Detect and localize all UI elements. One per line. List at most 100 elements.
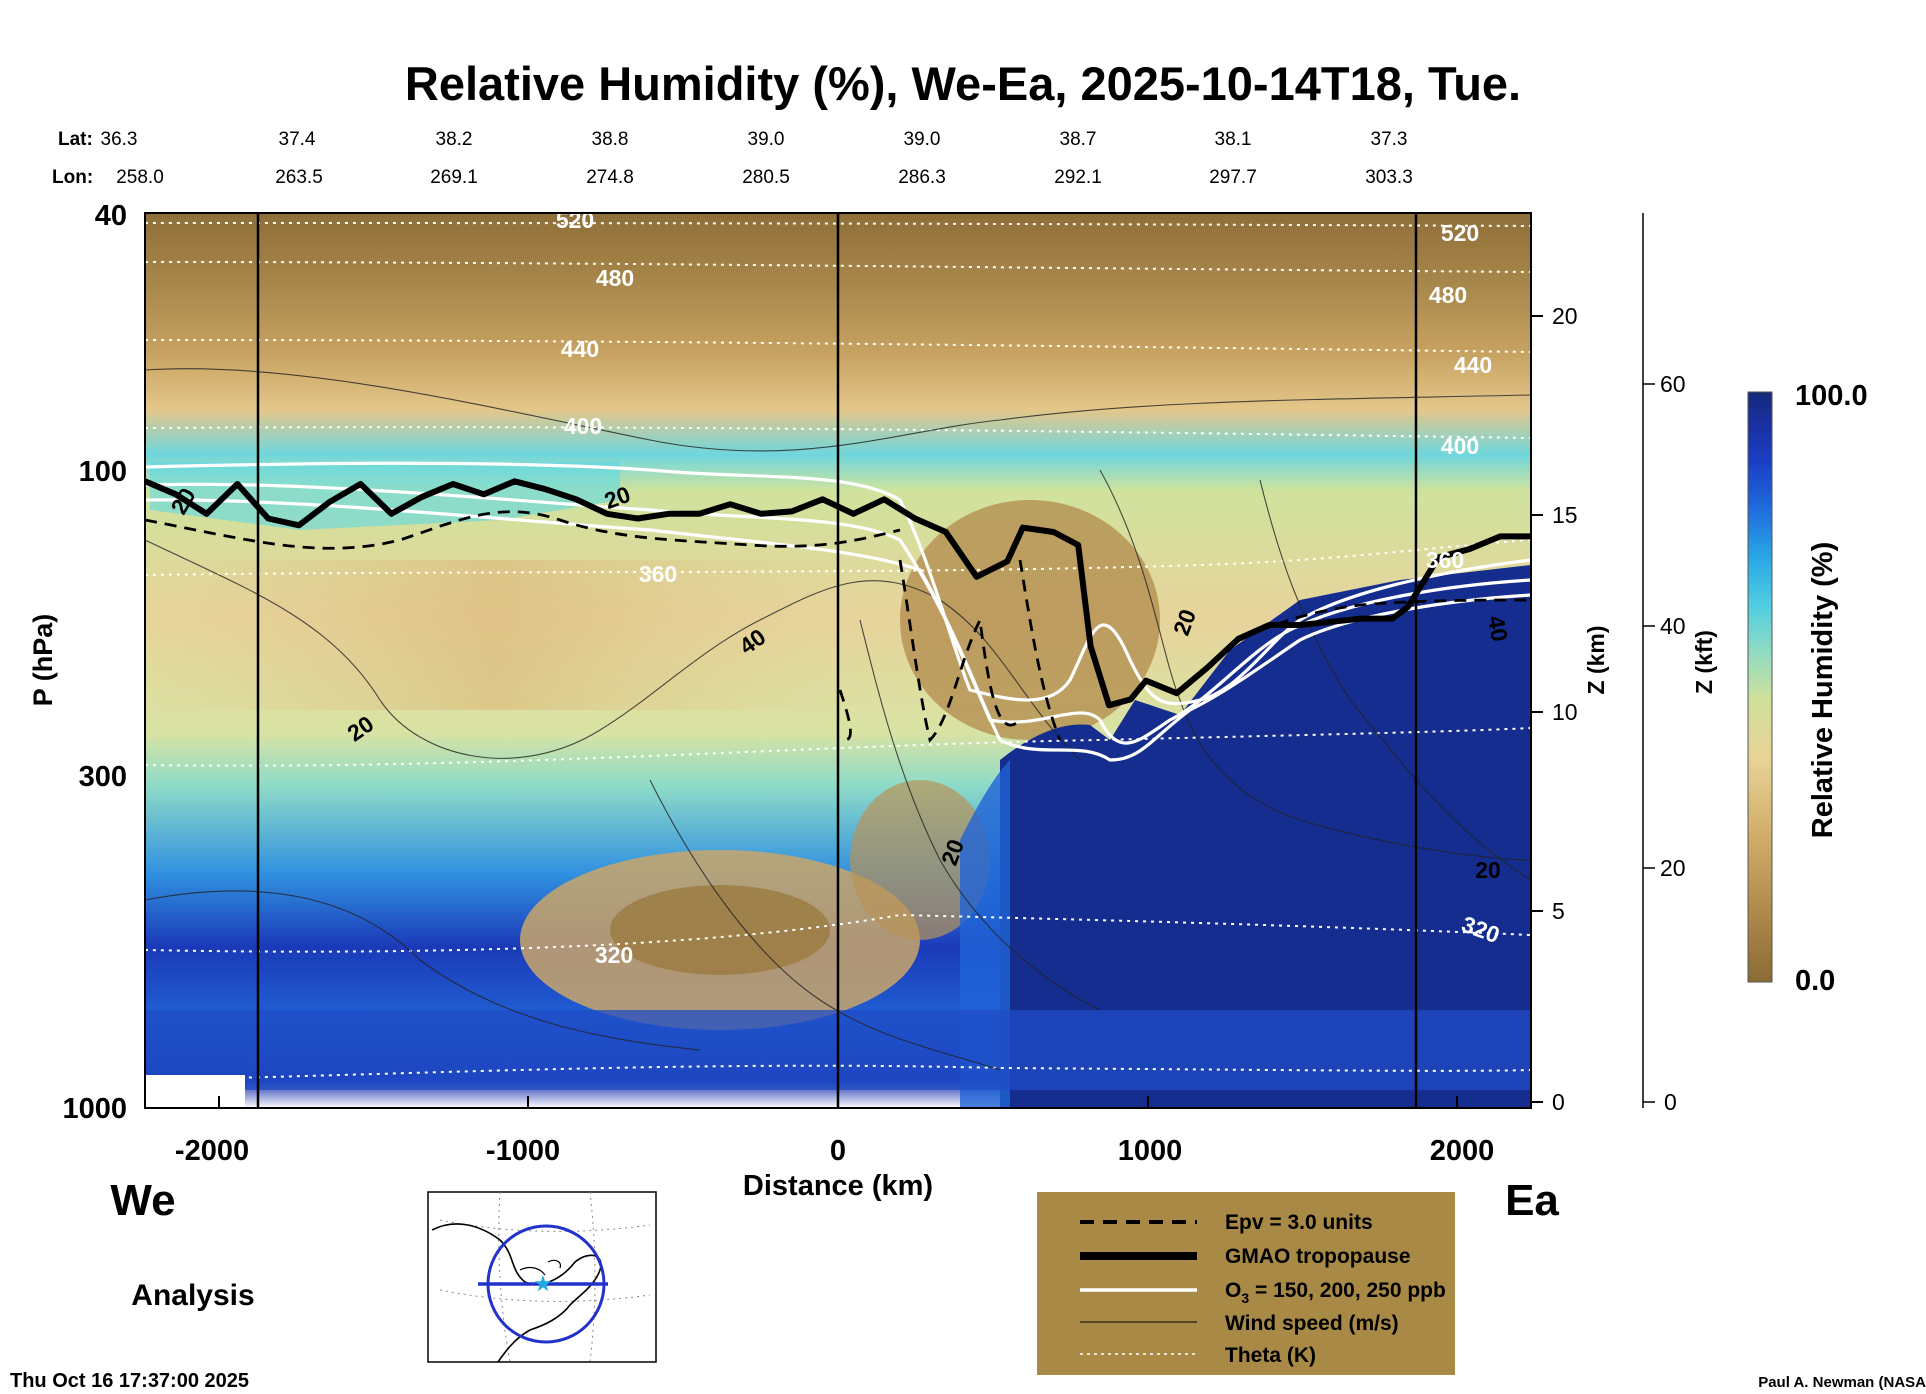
map-graticule [498, 1191, 511, 1363]
epv-line [1018, 559, 1062, 741]
ozone-suffix: = 150, 200, 250 ppb [1249, 1279, 1446, 1302]
lat-value: 39.0 [904, 129, 941, 150]
z-kft-axis: 0 20 40 60 Z (kft) [1642, 213, 1717, 1115]
lat-value: 38.7 [1060, 129, 1097, 150]
theta-label: 480 [1429, 282, 1467, 308]
great-lakes-outline [519, 1259, 561, 1276]
legend-label-wind: Wind speed (m/s) [1225, 1312, 1399, 1335]
lon-value: 303.3 [1365, 167, 1413, 188]
z-km-axis: 0 5 10 15 20 Z (km) [1530, 213, 1609, 1115]
z-km-tick-label: 5 [1552, 898, 1565, 924]
analysis-label: Analysis [131, 1279, 254, 1312]
ozone-contours [145, 461, 1531, 762]
p-tick-label: 40 [95, 200, 127, 232]
lon-value: 258.0 [116, 167, 164, 188]
colorbar: 100.0 0.0 Relative Humidity (%) [1747, 380, 1868, 997]
distance-tick-labels: -2000 -1000 0 1000 2000 [175, 1135, 1494, 1167]
lat-value: 38.2 [436, 129, 473, 150]
theta-label: 320 [595, 942, 633, 968]
theta-label: 520 [1441, 220, 1479, 246]
z-kft-tick-label: 40 [1660, 613, 1686, 639]
z-km-axis-label: Z (km) [1583, 626, 1609, 695]
wind-label: 20 [1475, 857, 1501, 883]
z-kft-tick-label: 60 [1660, 371, 1686, 397]
ozone-prefix: O [1225, 1279, 1241, 1302]
z-km-tick-label: 20 [1552, 303, 1578, 329]
wind-contour [1259, 479, 1531, 881]
wind-label: 40 [1483, 614, 1513, 644]
p-tick-label: 1000 [62, 1093, 127, 1125]
ozone-250 [145, 498, 1531, 762]
p-tick-label: 300 [79, 761, 127, 793]
lat-value: 36.3 [101, 129, 138, 150]
wind-contour [145, 539, 1081, 761]
lon-header-label: Lon: [52, 167, 93, 188]
moist-region-east [1000, 565, 1531, 1108]
lat-value: 38.8 [592, 129, 629, 150]
theta-label: 360 [1426, 547, 1464, 573]
theta-label: 520 [556, 207, 594, 233]
lon-value: 269.1 [430, 167, 478, 188]
theta-contour-labels: 520 480 440 400 360 320 520 480 440 400 … [556, 207, 1503, 968]
east-end-label: Ea [1505, 1176, 1559, 1225]
legend: Epv = 3.0 units GMAO tropopause O3 = 150… [1037, 1192, 1455, 1375]
theta-label: 440 [1454, 352, 1492, 378]
x-axis-label: Distance (km) [743, 1170, 933, 1202]
lon-value: 274.8 [586, 167, 634, 188]
lat-value: 37.4 [279, 129, 316, 150]
z-kft-tick-label: 20 [1660, 855, 1686, 881]
west-end-label: We [110, 1176, 175, 1225]
x-tick-label: -1000 [486, 1135, 560, 1167]
wind-speed-contours [145, 368, 1531, 1071]
lon-values: 258.0 263.5 269.1 274.8 280.5 286.3 292.… [116, 167, 1413, 188]
z-kft-tick-label: 0 [1664, 1089, 1677, 1115]
theta-label: 360 [639, 561, 677, 587]
colorbar-max-label: 100.0 [1795, 380, 1868, 412]
locator-map-frame [427, 1191, 657, 1363]
legend-label-tropopause: GMAO tropopause [1225, 1245, 1411, 1268]
x-tick-label: -2000 [175, 1135, 249, 1167]
theta-line-360 [145, 539, 1531, 576]
lowest-level-white [145, 1075, 245, 1108]
chart-title: Relative Humidity (%), We-Ea, 2025-10-14… [405, 57, 1521, 110]
locator-map-inset: ★ [427, 1191, 657, 1363]
wind-contour [145, 368, 1531, 452]
theta-line-520 [145, 222, 1531, 227]
z-kft-axis-label: Z (kft) [1691, 630, 1717, 694]
wind-contour [145, 890, 701, 1051]
generation-timestamp: Thu Oct 16 17:37:00 2025 [10, 1370, 249, 1392]
theta-line-480 [145, 261, 1531, 273]
x-tick-label: 2000 [1430, 1135, 1495, 1167]
theta-label: 440 [561, 336, 599, 362]
z-km-tick-label: 15 [1552, 502, 1578, 528]
pressure-axis: 40 100 300 1000 P (hPa) [28, 200, 127, 1125]
legend-label-ozone: O3 = 150, 200, 250 ppb [1225, 1279, 1446, 1306]
p-axis-label: P (hPa) [28, 614, 58, 707]
theta-line-440 [145, 339, 1531, 353]
lon-value: 292.1 [1054, 167, 1102, 188]
theta-label: 400 [1441, 433, 1479, 459]
section-center-star-icon: ★ [533, 1271, 553, 1296]
map-graticule [439, 1289, 651, 1302]
dry-pocket-core [610, 885, 830, 975]
theta-label: 400 [564, 413, 602, 439]
theta-label: 480 [596, 265, 634, 291]
vertical-reference-lines [256, 213, 1418, 1108]
gmao-tropopause-line [145, 478, 1531, 709]
z-km-tick-label: 0 [1552, 1089, 1565, 1115]
wind-contour [649, 779, 1001, 1071]
ozone-subscript: 3 [1241, 1290, 1249, 1306]
dry-pocket-mid [850, 780, 990, 940]
lat-header-label: Lat: [58, 129, 93, 150]
map-graticule [589, 1191, 596, 1363]
credit-text: Paul A. Newman (NASA [1758, 1374, 1926, 1391]
lon-value: 297.7 [1209, 167, 1257, 188]
epv-line [838, 689, 852, 742]
colorbar-gradient [1747, 391, 1773, 983]
epv-line [898, 559, 1021, 743]
lon-value: 286.3 [898, 167, 946, 188]
z-km-tick-label: 10 [1552, 699, 1578, 725]
ozone-150 [145, 461, 1531, 706]
theta-lines [145, 222, 1531, 1081]
